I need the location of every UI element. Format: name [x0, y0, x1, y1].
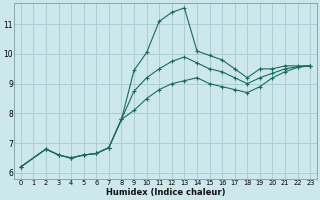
X-axis label: Humidex (Indice chaleur): Humidex (Indice chaleur) — [106, 188, 225, 197]
